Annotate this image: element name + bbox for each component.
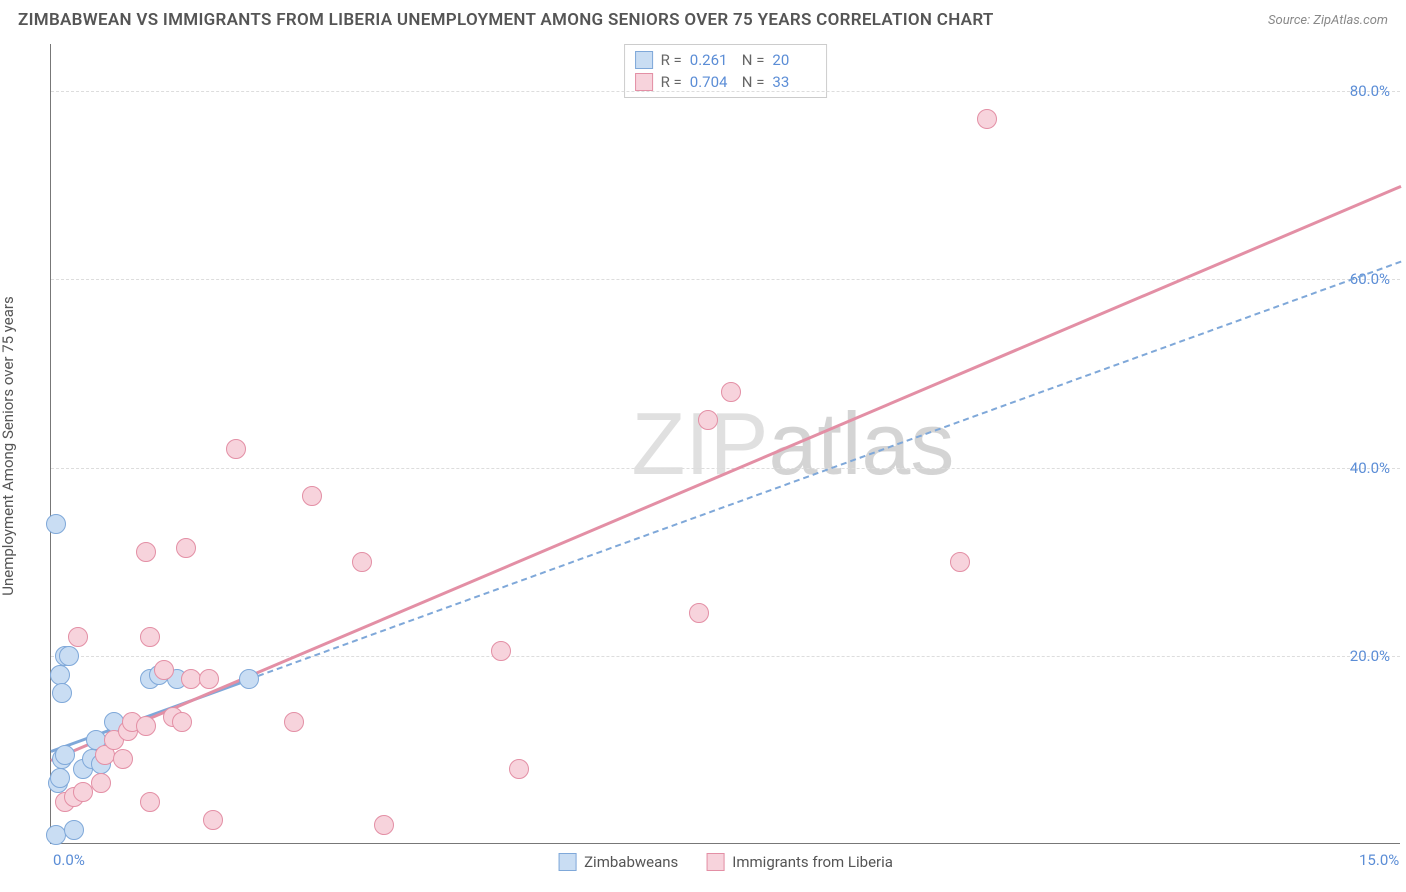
y-tick-label: 80.0% — [1350, 82, 1390, 100]
data-point — [46, 514, 66, 534]
data-point — [239, 669, 259, 689]
data-point — [284, 712, 304, 732]
watermark-bold: ZIP — [632, 394, 769, 493]
data-point — [154, 660, 174, 680]
data-point — [226, 439, 246, 459]
data-point — [689, 603, 709, 623]
data-point — [50, 665, 70, 685]
data-point — [509, 759, 529, 779]
y-axis-label: Unemployment Among Seniors over 75 years — [0, 296, 17, 595]
data-point — [52, 683, 72, 703]
gridline — [51, 91, 1400, 92]
swatch-icon — [558, 853, 576, 871]
data-point — [91, 773, 111, 793]
data-point — [113, 749, 133, 769]
data-point — [181, 669, 201, 689]
source-label: Source: ZipAtlas.com — [1268, 13, 1388, 28]
data-point — [73, 782, 93, 802]
stat-r-value: 0.261 — [690, 51, 734, 69]
data-point — [55, 745, 75, 765]
gridline — [51, 468, 1400, 469]
data-point — [374, 815, 394, 835]
gridline — [51, 656, 1400, 657]
data-point — [64, 820, 84, 840]
stats-legend-box: R = 0.261 N = 20 R = 0.704 N = 33 — [624, 44, 828, 98]
data-point — [698, 410, 718, 430]
stat-n-label: N = — [742, 51, 765, 69]
gridline — [51, 279, 1400, 280]
stat-r-value: 0.704 — [690, 73, 734, 91]
legend-item: Immigrants from Liberia — [706, 853, 893, 871]
x-tick-label: 15.0% — [1359, 851, 1399, 869]
stats-row: R = 0.261 N = 20 — [635, 49, 817, 71]
data-point — [203, 810, 223, 830]
chart-title: ZIMBABWEAN VS IMMIGRANTS FROM LIBERIA UN… — [18, 10, 994, 30]
x-tick-label: 0.0% — [53, 851, 85, 869]
regression-line — [258, 261, 1402, 677]
stat-n-value: 33 — [772, 73, 816, 91]
stats-row: R = 0.704 N = 33 — [635, 71, 817, 93]
data-point — [68, 627, 88, 647]
stat-r-label: R = — [661, 51, 682, 69]
data-point — [140, 627, 160, 647]
data-point — [172, 712, 192, 732]
data-point — [50, 768, 70, 788]
data-point — [491, 641, 511, 661]
data-point — [176, 538, 196, 558]
swatch-icon — [635, 51, 653, 69]
y-tick-label: 40.0% — [1350, 459, 1390, 477]
swatch-icon — [635, 73, 653, 91]
swatch-icon — [706, 853, 724, 871]
data-point — [950, 552, 970, 572]
data-point — [977, 109, 997, 129]
series-legend: Zimbabweans Immigrants from Liberia — [558, 853, 893, 871]
data-point — [46, 825, 66, 845]
data-point — [199, 669, 219, 689]
data-point — [302, 486, 322, 506]
legend-label: Zimbabweans — [584, 853, 678, 871]
data-point — [59, 646, 79, 666]
stat-n-value: 20 — [772, 51, 816, 69]
data-point — [352, 552, 372, 572]
stat-r-label: R = — [661, 73, 682, 91]
chart-plot-area: ZIPatlas R =0.261N =20R =0.704N =33 Zimb… — [50, 44, 1400, 844]
data-point — [136, 716, 156, 736]
legend-item: Zimbabweans — [558, 853, 678, 871]
data-point — [140, 792, 160, 812]
data-point — [136, 542, 156, 562]
legend-label: Immigrants from Liberia — [732, 853, 893, 871]
stat-n-label: N = — [742, 73, 765, 91]
y-tick-label: 20.0% — [1350, 647, 1390, 665]
data-point — [721, 382, 741, 402]
